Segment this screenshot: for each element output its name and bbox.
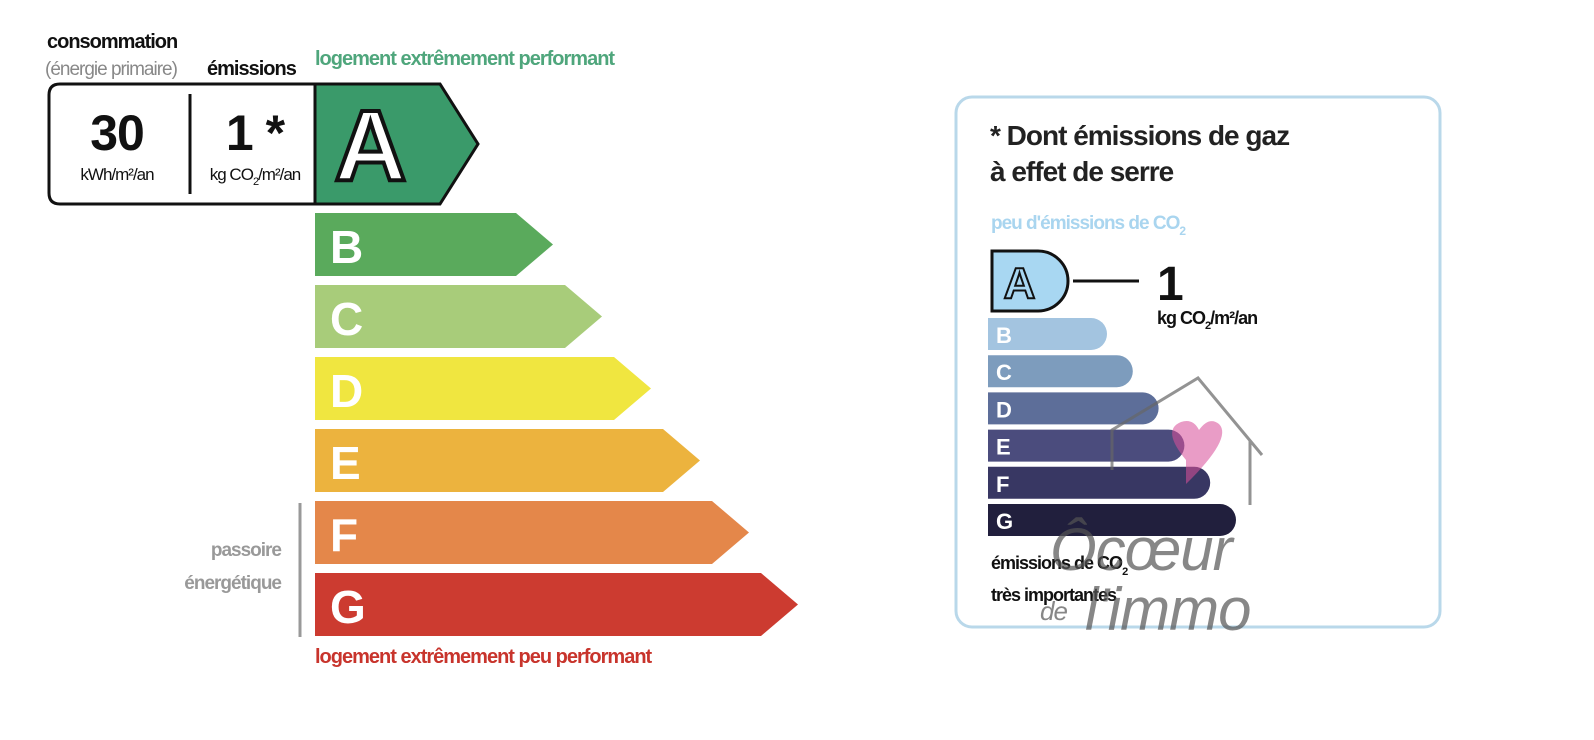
class-letter: E <box>996 435 1010 460</box>
top-caption: logement extrêmement performant <box>315 48 615 70</box>
class-letter: D <box>330 365 362 417</box>
class-bar <box>988 392 1159 425</box>
watermark: Ôcœur de l'immo <box>1040 376 1264 643</box>
passoire-text: énergétique <box>184 573 281 594</box>
class-arrow <box>315 357 651 420</box>
watermark-text: Ôcœur <box>1050 516 1235 583</box>
watermark-text: l'immo <box>1085 576 1250 643</box>
consumption-header: consommation <box>47 31 177 53</box>
class-letter: A <box>334 90 405 202</box>
consumption-unit: kWh/m²/an <box>80 165 154 184</box>
class-arrow <box>315 501 749 564</box>
emissions-header: émissions <box>207 58 297 80</box>
passoire-text: passoire <box>211 540 282 561</box>
class-arrow <box>315 429 700 492</box>
watermark-heart <box>1172 421 1223 484</box>
caption-sub: 2 <box>1122 566 1128 578</box>
class-bar <box>988 504 1236 536</box>
class-letter: G <box>330 581 365 633</box>
class-letter: B <box>996 323 1011 348</box>
unit-part: /m²/an <box>258 165 301 184</box>
watermark-house <box>1110 376 1264 505</box>
value-box <box>47 82 322 206</box>
class-arrow <box>313 82 480 206</box>
unit-sub: 2 <box>253 176 259 188</box>
emissions-unit: kg CO2/m²/an <box>210 165 301 188</box>
class-letter: G <box>996 509 1012 534</box>
class-letter: C <box>996 360 1012 385</box>
unit-part: /m²/an <box>1210 308 1257 328</box>
caption-sub: 2 <box>1179 224 1186 238</box>
ghg-unit: kg CO2/m²/an <box>1157 308 1257 332</box>
caption-part: émissions de CO <box>991 553 1123 573</box>
class-letter: C <box>330 293 362 345</box>
class-bar <box>988 466 1211 499</box>
class-letter: F <box>996 472 1009 497</box>
ghg-title: à effet de serre <box>990 156 1174 187</box>
class-arrow <box>315 573 798 636</box>
class-arrow <box>315 285 602 348</box>
ghg-top-caption: peu d'émissions de CO2 <box>991 213 1186 238</box>
class-letter: D <box>996 397 1011 422</box>
ghg-value: 1 <box>1157 258 1183 311</box>
unit-part: kg CO <box>1157 308 1206 328</box>
class-arrow <box>315 213 553 276</box>
class-bar <box>988 318 1107 350</box>
class-badge <box>990 249 1070 313</box>
caption-part: peu d'émissions de CO <box>991 213 1180 234</box>
class-bar <box>988 355 1133 388</box>
watermark-text: de <box>1040 596 1067 626</box>
consumption-note: (énergie primaire) <box>45 59 178 80</box>
class-letter: E <box>330 437 360 489</box>
consumption-value: 30 <box>90 105 144 161</box>
ghg-title: * Dont émissions de gaz <box>990 120 1289 151</box>
ghg-bottom-caption: très importantes <box>991 585 1117 605</box>
unit-part: kg CO <box>210 165 254 184</box>
class-letter: A <box>1004 259 1035 308</box>
class-letter: B <box>330 221 362 273</box>
emissions-value: 1 * <box>226 105 286 161</box>
class-bar <box>988 429 1185 462</box>
unit-sub: 2 <box>1205 320 1211 332</box>
bottom-caption: logement extrêmement peu performant <box>315 646 653 668</box>
class-letter: F <box>330 509 357 561</box>
ghg-bottom-caption: émissions de CO2 <box>991 553 1128 578</box>
